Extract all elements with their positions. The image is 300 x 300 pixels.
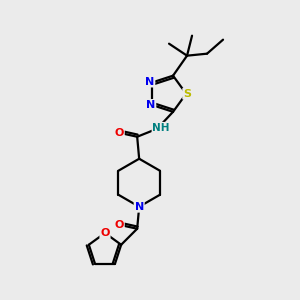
Text: O: O xyxy=(115,220,124,230)
Text: S: S xyxy=(183,89,191,99)
Text: N: N xyxy=(145,76,154,87)
Text: O: O xyxy=(115,128,124,138)
Text: N: N xyxy=(146,100,155,110)
Text: NH: NH xyxy=(152,123,170,133)
Text: O: O xyxy=(100,228,110,238)
Text: N: N xyxy=(134,202,144,212)
